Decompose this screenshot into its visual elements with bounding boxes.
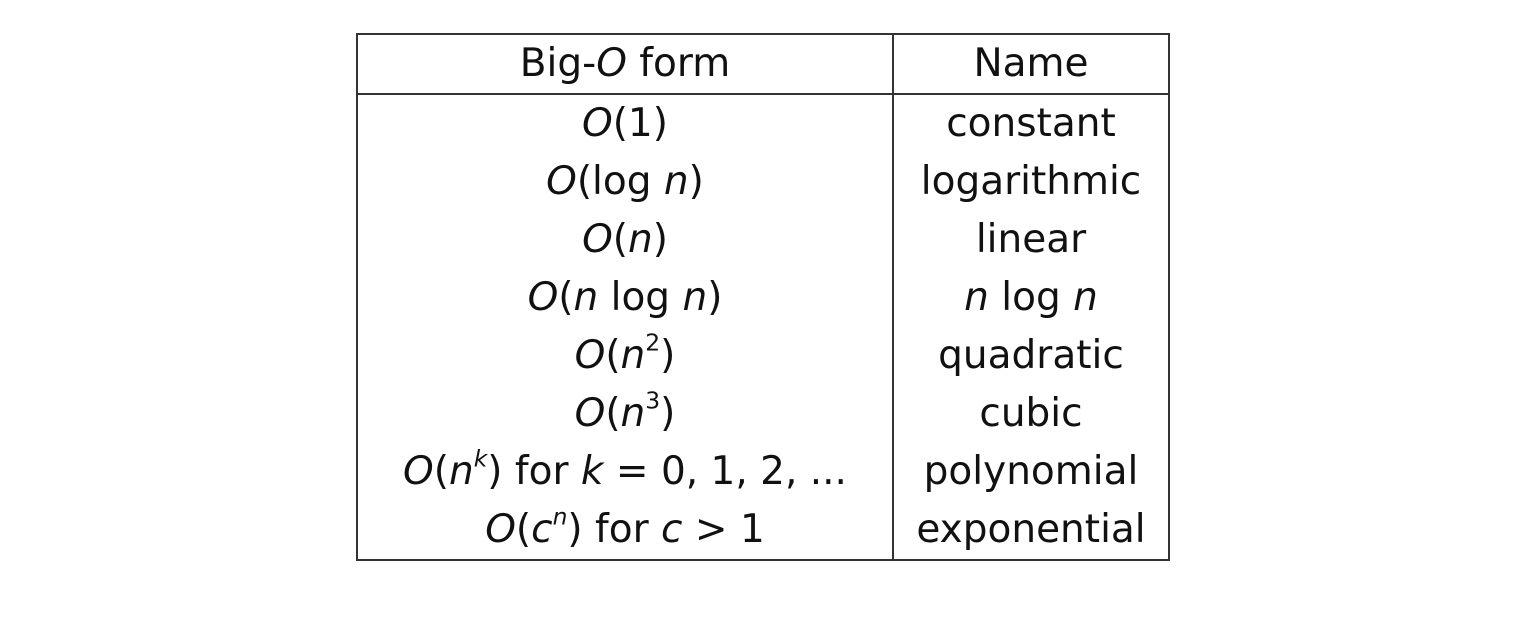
complexity-name-cell: constant (946, 101, 1116, 146)
complexity-table: Big-O form Name O(1) constant O(log n) loga… (356, 33, 1170, 561)
complexity-name-cell: polynomial (923, 449, 1139, 494)
table-row: O(cn) for c > 1 exponential (357, 501, 1169, 560)
table-row: O(n2) quadratic (357, 327, 1169, 385)
header-name: Name (973, 41, 1089, 86)
table-row: O(n) linear (357, 211, 1169, 269)
table-row: O(n log n) n log n (357, 269, 1169, 327)
big-o-form-cell: O(log n) (357, 153, 894, 211)
table-header-row: Big-O form Name (357, 34, 1169, 94)
big-o-form-cell: O(n3) (357, 385, 894, 443)
big-o-form-cell: O(n log n) (357, 269, 894, 327)
big-o-form-cell: O(n2) (357, 327, 894, 385)
table-row: O(1) constant (357, 94, 1169, 153)
big-o-form-cell: O(cn) for c > 1 (357, 501, 894, 560)
table-row: O(nk) for k = 0, 1, 2, ... polynomial (357, 443, 1169, 501)
complexity-table-container: Big-O form Name O(1) constant O(log n) loga… (356, 33, 1170, 561)
big-o-form-cell: O(nk) for k = 0, 1, 2, ... (357, 443, 894, 501)
table-row: O(n3) cubic (357, 385, 1169, 443)
complexity-name-cell: exponential (916, 507, 1146, 552)
complexity-name-cell: cubic (979, 391, 1083, 436)
table-row: O(log n) logarithmic (357, 153, 1169, 211)
complexity-name-cell: n log n (964, 275, 1098, 320)
header-big-o-form: Big-O form (357, 34, 894, 94)
big-o-form-cell: O(1) (357, 94, 894, 153)
complexity-name-cell: linear (975, 217, 1087, 262)
big-o-form-cell: O(n) (357, 211, 894, 269)
complexity-name-cell: logarithmic (920, 159, 1142, 204)
complexity-name-cell: quadratic (938, 333, 1124, 378)
